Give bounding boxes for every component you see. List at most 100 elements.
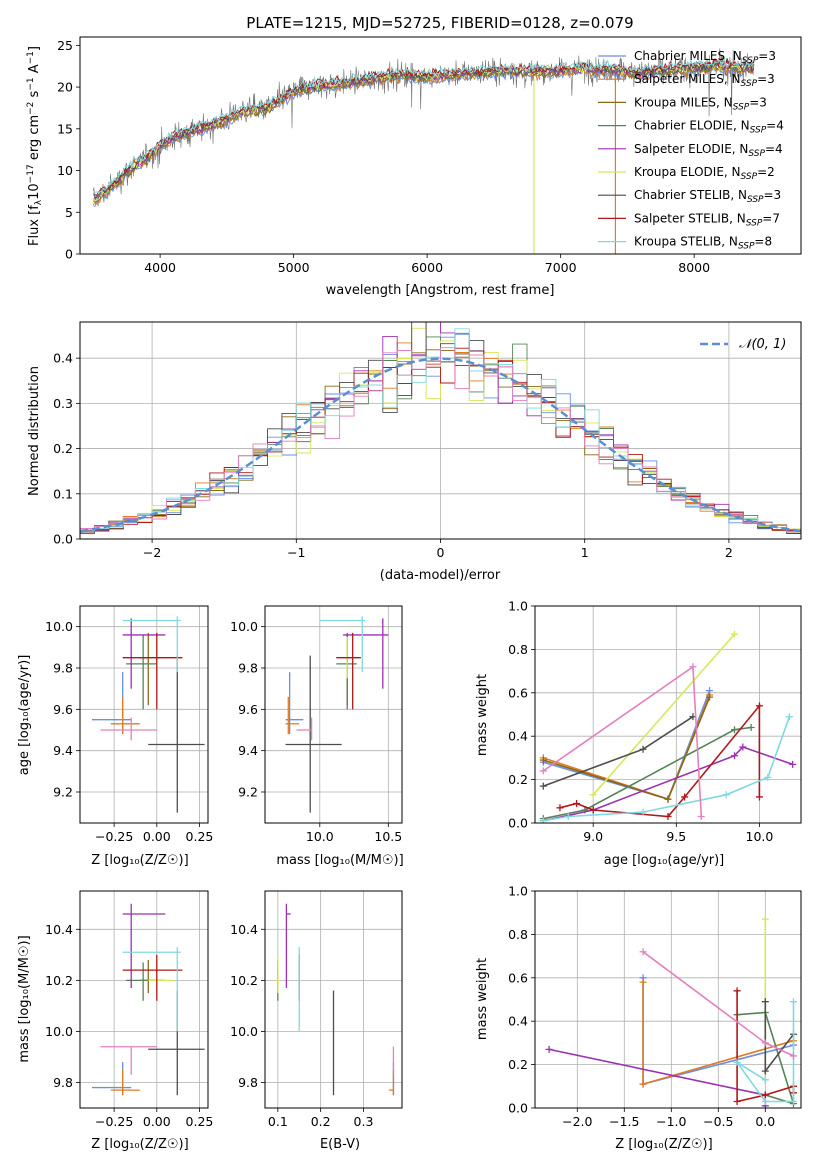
spectrum-ytick-label: 10 [57, 163, 73, 178]
spectrum-xtick-label: 4000 [144, 260, 176, 275]
age-weight-point [739, 743, 747, 751]
age-weight-point [573, 799, 581, 807]
z-age-ytick-label: 9.2 [53, 785, 73, 800]
z-mass-ytick-label: 9.8 [53, 1075, 73, 1090]
spectrum-legend-label: Chabrier STELIB, NSSP=3 [634, 188, 781, 205]
age-weight-frame [534, 605, 802, 824]
z-weight-series-2 [737, 1011, 795, 1105]
z-weight-point [733, 1058, 741, 1066]
z-weight-point [789, 1097, 797, 1105]
residuals-frame [79, 321, 802, 540]
z-weight-ytick-label: 0.6 [508, 970, 528, 985]
spectrum-legend-label: Chabrier ELODIE, NSSP=4 [634, 119, 784, 136]
age-weight-xtick-label: 9.0 [583, 829, 603, 844]
ebv-mass-ytick-label: 9.8 [238, 1075, 258, 1090]
age-weight-ytick-label: 0.8 [508, 642, 528, 657]
residuals-xtick-label: 0 [437, 545, 445, 560]
residuals-ytick-label: 0.0 [53, 532, 73, 547]
residuals-ytick-label: 0.4 [53, 351, 73, 366]
z-weight-point [761, 1076, 769, 1084]
age-weight-point [689, 663, 697, 671]
age-weight-point [639, 808, 647, 816]
age-weight-point [697, 812, 705, 820]
age-weight-series-5 [592, 633, 736, 796]
z-weight-panel: Z [log₁₀(Z/Z☉)] mass weight −2.0 −1.5 −1.0… [475, 884, 802, 1152]
z-age-xtick-label: 0.25 [186, 829, 214, 844]
residuals-xtick-label: −1 [287, 545, 305, 560]
age-weight-series-8 [543, 716, 791, 822]
z-weight-xlabel: Z [log₁₀(Z/Z☉)] [615, 1137, 712, 1152]
normal-curve [80, 357, 801, 533]
ebv-mass-xlabel: E(B-V) [320, 1137, 360, 1152]
age-weight-series-3 [543, 726, 752, 820]
spectrum-xtick-label: 6000 [411, 260, 443, 275]
spectrum-xlabel: wavelength [Angstrom, rest frame] [326, 283, 555, 298]
z-age-ytick-label: 9.4 [53, 743, 73, 758]
ebv-mass-xtick-label: 0.3 [354, 1114, 374, 1129]
age-weight-series-6 [543, 716, 694, 787]
spectrum-legend-label: Chabrier MILES, NSSP=3 [634, 49, 776, 66]
z-weight-point [789, 998, 797, 1006]
mass-age-errorbars [285, 616, 389, 813]
mass-age-xtick-label: 10.0 [306, 829, 334, 844]
residual-panel: (data-model)/error Normed distribution −… [27, 321, 802, 583]
z-weight-frame [534, 890, 802, 1109]
z-weight-ytick-label: 0.0 [508, 1101, 528, 1116]
age-weight-point [564, 812, 572, 820]
age-weight-point [539, 817, 547, 823]
z-weight-xtick-label: −1.5 [609, 1114, 639, 1129]
spectrum-panel: PLATE=1215, MJD=52725, FIBERID=0128, z=0… [26, 14, 802, 298]
age-weight-point [785, 713, 793, 721]
age-weight-series-1 [543, 694, 711, 801]
age-weight-ytick-label: 0.0 [508, 816, 528, 831]
z-mass-xtick-label: 0.25 [186, 1114, 214, 1129]
age-weight-point [681, 793, 689, 801]
spectrum-legend-label: Salpeter ELODIE, NSSP=4 [634, 142, 783, 159]
z-weight-point [761, 1039, 769, 1047]
residual-ylabel: Normed distribution [27, 366, 42, 496]
z-weight-point [639, 978, 647, 986]
z-age-errorbars [91, 616, 205, 813]
z-weight-point [639, 948, 647, 956]
mass-age-ytick-label: 10.0 [230, 619, 258, 634]
age-weight-ytick-label: 1.0 [508, 599, 528, 614]
z-age-frame [79, 605, 209, 824]
model-spectrum-8 [93, 57, 754, 195]
z-mass-ytick-label: 10.4 [45, 922, 73, 937]
spectrum-legend-label: Salpeter MILES, NSSP=3 [634, 72, 775, 89]
spectrum-legend-label: Kroupa STELIB, NSSP=8 [634, 235, 772, 252]
age-weight-point [755, 793, 763, 801]
z-age-xlabel: Z [log₁₀(Z/Z☉)] [91, 853, 188, 868]
mass-age-xlabel: mass [log₁₀(M/M☉)] [276, 853, 403, 868]
spectrum-ytick-label: 0 [65, 247, 73, 262]
ebv-mass-xtick-label: 0.1 [268, 1114, 288, 1129]
z-age-panel: Z [log₁₀(Z/Z☉)] age [log₁₀(age/yr)] −0.2… [17, 605, 214, 868]
z-weight-point [545, 1045, 553, 1053]
z-weight-xtick-label: 0.0 [755, 1114, 775, 1129]
z-age-ylabel: age [log₁₀(age/yr)] [17, 655, 32, 776]
z-weight-xtick-label: −0.5 [703, 1114, 733, 1129]
spectrum-xtick-label: 5000 [278, 260, 310, 275]
model-spectrum-0 [93, 66, 754, 207]
z-mass-frame [79, 890, 209, 1109]
age-weight-point [664, 812, 672, 820]
spectrum-legend-label: Salpeter STELIB, NSSP=7 [634, 211, 780, 228]
spectrum-ylabel: Flux [fλ10−17 erg cm−2 s−1 A−1] [26, 46, 44, 246]
mass-age-ytick-label: 9.6 [238, 702, 258, 717]
z-weight-lines [545, 915, 797, 1108]
mass-age-xtick-label: 10.5 [374, 829, 402, 844]
z-weight-ytick-label: 0.2 [508, 1057, 528, 1072]
z-weight-point [733, 987, 741, 995]
age-weight-point [539, 767, 547, 775]
spectrum-xtick-label: 7000 [545, 260, 577, 275]
age-weight-xtick-label: 9.5 [666, 829, 686, 844]
spectrum-legend-label: Kroupa MILES, NSSP=3 [634, 95, 767, 112]
age-weight-lines [539, 630, 797, 823]
residuals-xtick-label: 1 [581, 545, 589, 560]
z-weight-point [761, 1091, 769, 1099]
spectrum-title: PLATE=1215, MJD=52725, FIBERID=0128, z=0… [246, 14, 633, 32]
residuals-ytick-label: 0.3 [53, 396, 73, 411]
age-weight-xtick-label: 10.0 [746, 829, 774, 844]
age-weight-ytick-label: 0.4 [508, 729, 528, 744]
z-mass-ytick-label: 10.2 [45, 973, 73, 988]
